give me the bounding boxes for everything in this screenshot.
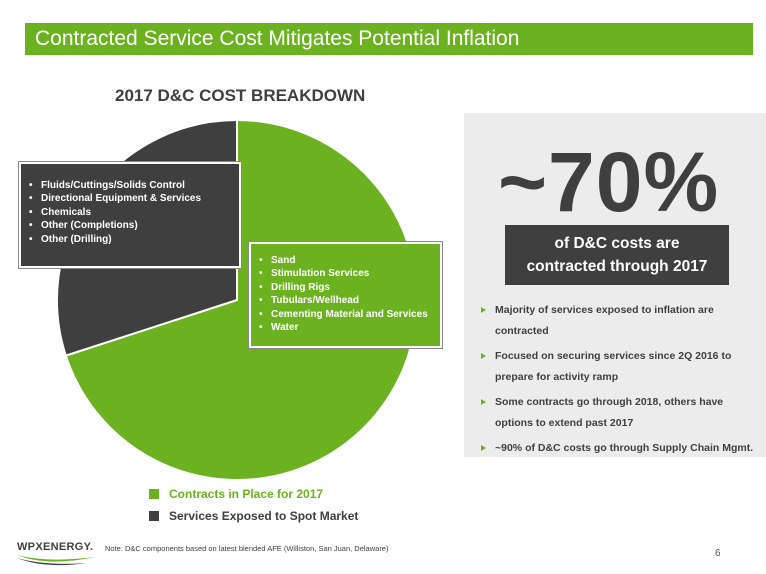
legend-item-spot: Services Exposed to Spot Market bbox=[149, 505, 358, 527]
highlight-panel bbox=[464, 113, 766, 457]
legend-swatch-dark bbox=[149, 511, 159, 521]
page-number: 6 bbox=[715, 548, 721, 559]
spot-item: Fluids/Cuttings/Solids Control bbox=[29, 179, 239, 192]
spot-item: Directional Equipment & Services bbox=[29, 192, 239, 205]
logo-swoosh-icon bbox=[17, 555, 95, 566]
spot-market-callout: Fluids/Cuttings/Solids Control Direction… bbox=[19, 162, 241, 268]
contract-item: Sand bbox=[259, 254, 440, 267]
highlight-callout: of D&C costs are contracted through 2017 bbox=[505, 225, 729, 285]
legend-label: Services Exposed to Spot Market bbox=[169, 509, 359, 523]
contract-item: Stimulation Services bbox=[259, 267, 440, 280]
key-points-list: Majority of services exposed to inflatio… bbox=[479, 300, 761, 463]
legend-swatch-green bbox=[149, 489, 159, 499]
legend-label: Contracts in Place for 2017 bbox=[169, 487, 324, 501]
spot-item: Chemicals bbox=[29, 206, 239, 219]
contract-item: Water bbox=[259, 321, 440, 334]
key-point: Some contracts go through 2018, others h… bbox=[479, 392, 761, 434]
contract-item: Cementing Material and Services bbox=[259, 308, 440, 321]
contract-item: Drilling Rigs bbox=[259, 281, 440, 294]
company-logo: WPXENERGY. bbox=[17, 541, 94, 553]
legend-item-contracts: Contracts in Place for 2017 bbox=[149, 483, 358, 505]
title-bar: Contracted Service Cost Mitigates Potent… bbox=[25, 23, 753, 55]
key-point: ~90% of D&C costs go through Supply Chai… bbox=[479, 438, 761, 459]
page-title: Contracted Service Cost Mitigates Potent… bbox=[35, 27, 520, 50]
chart-legend: Contracts in Place for 2017 Services Exp… bbox=[149, 483, 358, 527]
highlight-percent: ~70% bbox=[498, 135, 720, 229]
highlight-line-1: of D&C costs are bbox=[554, 235, 680, 252]
spot-item: Other (Completions) bbox=[29, 219, 239, 232]
key-point: Focused on securing services since 2Q 20… bbox=[479, 346, 761, 388]
contracts-callout: Sand Stimulation Services Drilling Rigs … bbox=[249, 242, 442, 348]
key-point: Majority of services exposed to inflatio… bbox=[479, 300, 761, 342]
footnote: Note: D&C components based on latest ble… bbox=[105, 544, 389, 553]
pie-slice-0 bbox=[64, 118, 418, 481]
chart-title: 2017 D&C COST BREAKDOWN bbox=[115, 86, 366, 105]
highlight-line-2: contracted through 2017 bbox=[526, 258, 708, 275]
spot-item: Other (Drilling) bbox=[29, 233, 239, 246]
contract-item: Tubulars/Wellhead bbox=[259, 294, 440, 307]
